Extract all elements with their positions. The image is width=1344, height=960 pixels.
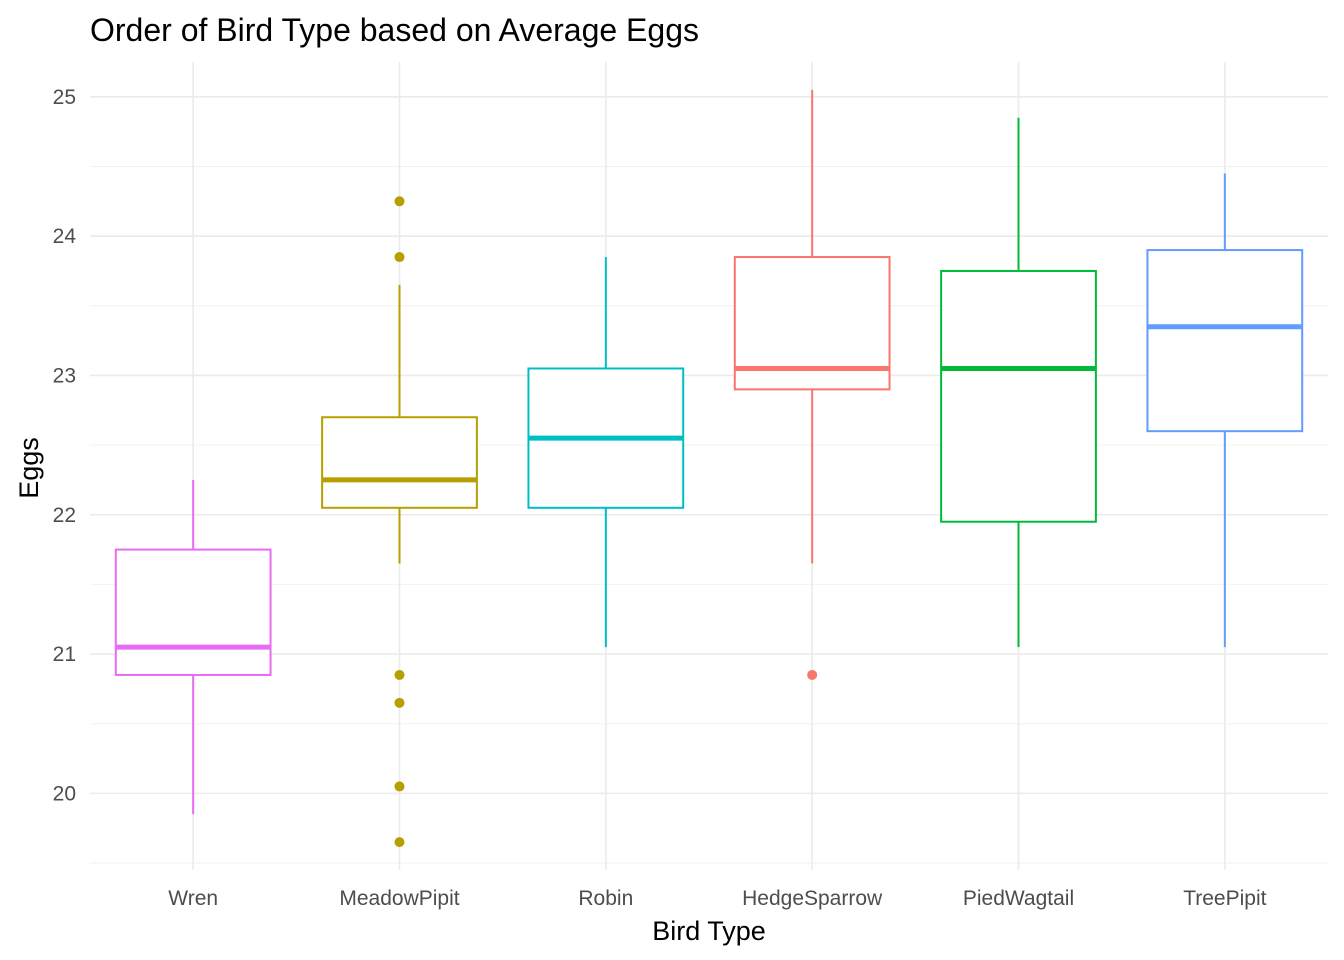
- box-hedgesparrow: [733, 89, 891, 680]
- box-series: [114, 89, 1304, 848]
- outlier-point: [394, 196, 405, 207]
- y-tick-label: 23: [53, 364, 76, 387]
- x-tick-labels: Wren MeadowPipit Robin HedgeSparrow PiedWagt…: [168, 887, 1266, 910]
- y-tick-label: 22: [53, 504, 76, 527]
- y-tick-label: 20: [53, 782, 76, 805]
- box-robin: [527, 257, 685, 648]
- box-iqr: [1146, 249, 1304, 433]
- x-tick-label: PiedWagtail: [963, 887, 1074, 910]
- box-iqr: [114, 548, 272, 676]
- outlier-point: [394, 252, 405, 263]
- outlier-point: [394, 669, 405, 680]
- box-iqr: [940, 269, 1097, 523]
- outlier-point: [807, 669, 818, 680]
- outlier-point: [394, 697, 405, 708]
- outlier-point: [394, 781, 405, 792]
- outlier-point: [394, 837, 405, 848]
- gridlines: [90, 62, 1328, 870]
- box-wren: [114, 479, 272, 815]
- box-iqr: [321, 416, 478, 509]
- chart-title: Order of Bird Type based on Average Eggs: [90, 12, 699, 48]
- y-axis-title: Eggs: [14, 437, 44, 499]
- box-meadowpipit: [321, 196, 478, 848]
- x-tick-label: Wren: [168, 887, 218, 910]
- x-tick-label: TreePipit: [1183, 887, 1266, 910]
- x-tick-label: MeadowPipit: [339, 887, 459, 910]
- x-axis-title: Bird Type: [652, 916, 766, 946]
- y-tick-label: 24: [53, 225, 77, 248]
- x-tick-label: Robin: [578, 887, 633, 910]
- y-tick-label: 21: [53, 643, 76, 666]
- x-tick-label: HedgeSparrow: [742, 887, 883, 910]
- box-piedwagtail: [940, 117, 1097, 648]
- y-tick-labels: 20 21 22 23 24 25: [53, 86, 77, 806]
- box-treepipit: [1146, 173, 1304, 648]
- y-tick-label: 25: [53, 86, 76, 109]
